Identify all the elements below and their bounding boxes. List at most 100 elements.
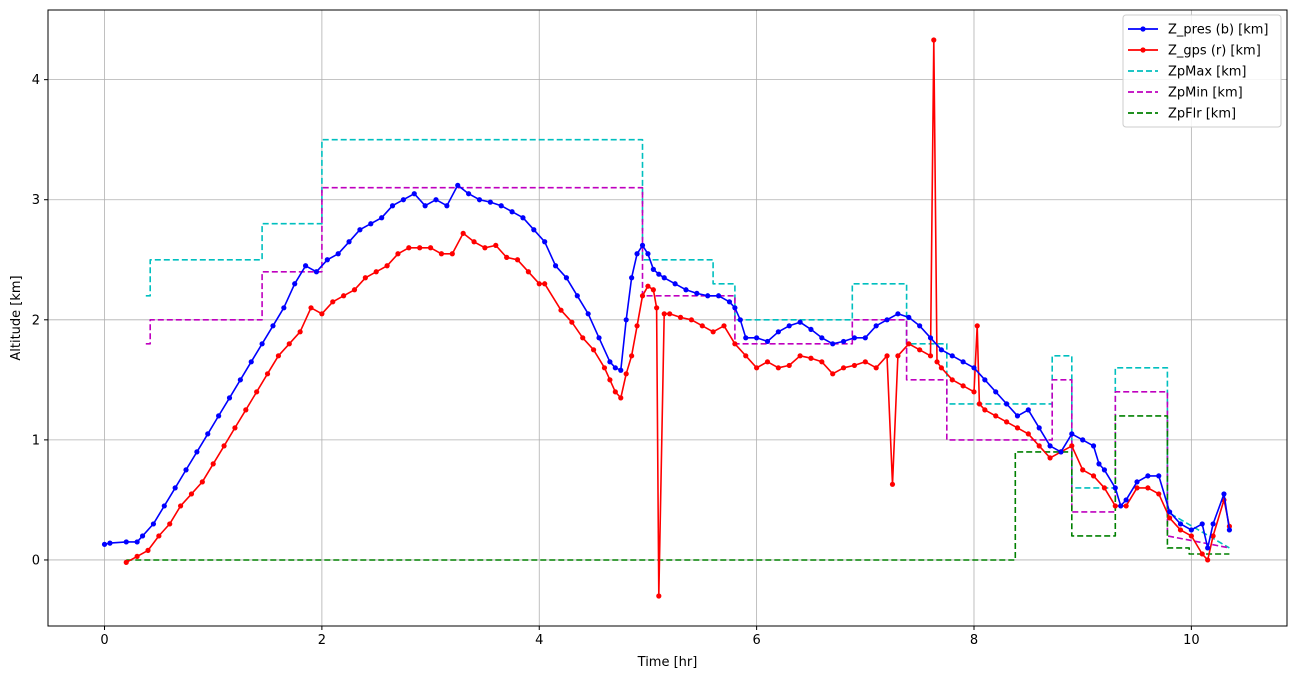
data-point (976, 401, 983, 407)
data-point (917, 347, 923, 353)
data-point (601, 365, 608, 371)
data-point (993, 413, 999, 419)
data-point (145, 547, 151, 553)
data-point (417, 245, 423, 251)
data-point (797, 319, 803, 325)
data-point (623, 317, 629, 323)
data-point (884, 317, 890, 323)
data-point (596, 335, 602, 341)
data-point (107, 540, 113, 546)
data-point (650, 266, 656, 272)
data-point (819, 335, 825, 341)
legend-label: ZpMin [km] (1168, 86, 1243, 101)
data-point (525, 269, 531, 275)
data-point (1123, 497, 1129, 503)
series-line (145, 186, 1230, 549)
data-point (237, 377, 243, 383)
data-point (292, 281, 298, 287)
data-point (1123, 503, 1129, 509)
data-point (455, 182, 461, 188)
data-point (1096, 461, 1102, 467)
y-tick-label: 1 (32, 433, 40, 448)
data-point (808, 355, 814, 361)
data-point (634, 251, 640, 257)
data-point (1167, 515, 1173, 521)
data-point (183, 467, 189, 473)
data-point (123, 559, 129, 565)
legend: Z_pres (b) [km] Z_gps (r) [km] ZpMax [km] Z… (1122, 14, 1282, 128)
data-point (324, 257, 330, 263)
data-point (188, 491, 195, 497)
data-point (335, 251, 341, 257)
data-point (612, 365, 618, 371)
data-point (623, 371, 629, 377)
data-point (634, 323, 640, 329)
data-point (971, 389, 977, 395)
data-point (1156, 491, 1162, 497)
data-point (1210, 533, 1216, 539)
data-point (150, 521, 157, 527)
data-point (1134, 479, 1140, 485)
data-point (569, 319, 575, 325)
data-point (960, 359, 966, 365)
data-point (509, 209, 515, 215)
data-point (775, 365, 781, 371)
data-point (1205, 545, 1211, 551)
data-point (764, 359, 771, 365)
data-point (297, 329, 303, 335)
data-point (574, 293, 580, 299)
x-tick-label: 8 (970, 633, 978, 648)
data-point (514, 257, 521, 263)
data-point (471, 239, 477, 245)
data-point (346, 239, 352, 245)
y-axis-label: Altitude [km] (9, 275, 24, 360)
data-point (982, 377, 988, 383)
data-point (851, 362, 858, 369)
x-axis-label: Time [hr] (637, 655, 698, 670)
data-point (504, 254, 510, 260)
data-point (1003, 419, 1010, 425)
data-point (1221, 491, 1227, 497)
data-point (629, 353, 635, 359)
data-point (949, 377, 955, 383)
data-point (786, 323, 792, 329)
data-point (449, 251, 455, 257)
data-point (830, 341, 836, 347)
data-point (1188, 527, 1194, 533)
grid-lines (48, 10, 1287, 626)
data-point (699, 323, 705, 329)
data-point (1101, 467, 1108, 473)
data-point (177, 503, 184, 509)
data-point (851, 335, 858, 341)
data-point (1090, 443, 1097, 449)
data-point (172, 485, 178, 491)
data-point (732, 341, 738, 347)
x-tick-label: 6 (752, 633, 760, 648)
data-point (286, 341, 292, 347)
data-point (927, 335, 934, 341)
data-point (590, 347, 597, 353)
y-tick-label: 3 (32, 193, 40, 208)
data-point (754, 365, 760, 371)
series-line (125, 39, 1231, 597)
data-point (270, 323, 276, 329)
data-point (433, 197, 439, 203)
data-point (161, 503, 167, 509)
data-point (444, 203, 450, 209)
data-point (493, 242, 499, 248)
data-point (927, 353, 934, 359)
data-point (1210, 521, 1216, 527)
data-point (308, 305, 314, 311)
data-point (1134, 485, 1140, 491)
data-point (656, 271, 662, 277)
data-point (672, 281, 678, 287)
data-point (248, 359, 254, 365)
series-4 (126, 415, 1230, 561)
data-point (552, 263, 559, 269)
data-point (737, 317, 743, 323)
data-point (895, 311, 901, 317)
data-point (949, 353, 955, 359)
data-point (650, 287, 656, 293)
data-point (656, 593, 662, 599)
data-point (661, 275, 667, 281)
